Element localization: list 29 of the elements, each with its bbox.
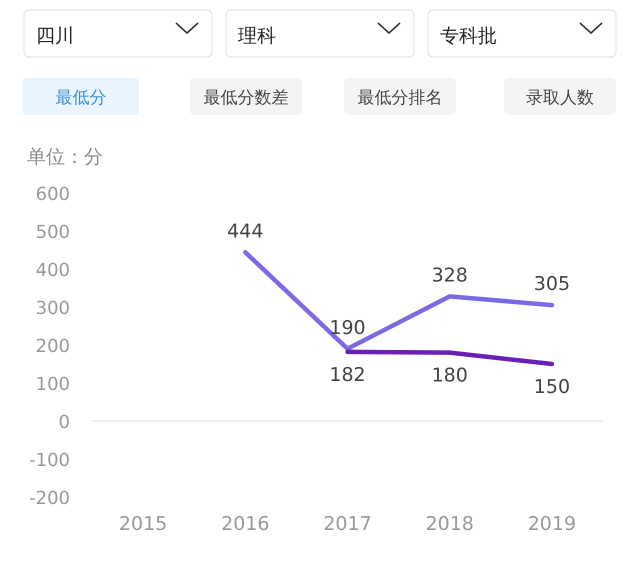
y-tick-label: 0	[58, 412, 70, 433]
data-label: 182	[329, 364, 366, 386]
y-tick-label: 300	[36, 298, 70, 319]
data-label: 444	[227, 220, 264, 242]
y-axis-title: 单位：分	[27, 146, 103, 168]
y-tick-label: -200	[29, 488, 70, 509]
tab: 录取人数	[504, 78, 616, 115]
x-tick-label: 2017	[323, 513, 372, 535]
y-tick-label: 500	[36, 222, 70, 243]
x-tick-label: 2015	[118, 513, 168, 535]
x-tick-label: 2019	[528, 513, 576, 535]
data-label: 328	[432, 264, 468, 286]
y-tick-label: 400	[36, 260, 70, 281]
x-tick-label: 2016	[221, 513, 270, 535]
tab: 最低分排名	[344, 78, 456, 115]
y-tick-label: 200	[36, 336, 70, 357]
y-tick-label: 600	[36, 184, 70, 205]
dropdown: 理科	[226, 10, 414, 58]
data-label: 190	[329, 316, 366, 339]
data-label: 150	[534, 376, 570, 398]
x-tick-label: 2018	[426, 513, 474, 535]
tab: 最低分数差	[190, 78, 302, 115]
y-tick-label: 100	[36, 374, 70, 395]
data-label: 305	[534, 273, 570, 296]
y-tick-label: -100	[29, 450, 70, 471]
dropdown: 四川	[24, 10, 212, 58]
data-label: 180	[432, 364, 468, 387]
tab: 最低分	[23, 78, 139, 115]
dropdown: 专科批	[428, 10, 616, 58]
